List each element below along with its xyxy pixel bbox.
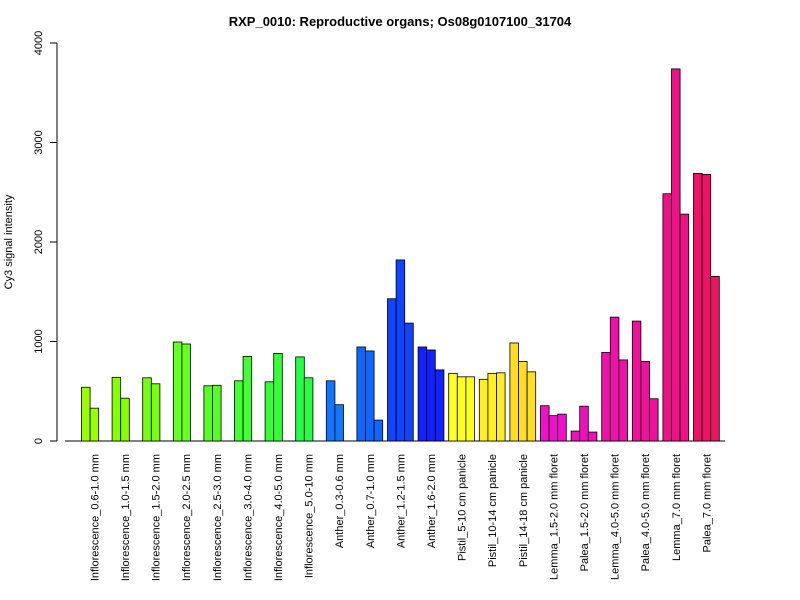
x-category-label: Pistil_5-10 cm panicle [457,454,469,561]
x-category-label: Palea_7.0 mm floret [701,454,713,552]
x-category-label: Inflorescence_4.0-5.0 mm [273,454,285,581]
bar [120,397,130,442]
bar [273,353,283,442]
y-tick-label: 0 [33,438,45,444]
x-category-label: Anther_0.3-0.6 mm [334,454,346,548]
x-category-label: Inflorescence_0.6-1.0 mm [89,454,101,581]
bar [356,346,366,442]
bar [365,350,375,442]
x-category-label: Lemma_7.0 mm floret [671,454,683,561]
x-category-label: Anther_0.7-1.0 mm [365,454,377,548]
y-tick-label: 1000 [33,329,45,353]
bar [601,352,611,442]
bar [518,360,528,442]
bar [540,405,550,442]
x-category-label: Inflorescence_1.0-1.5 mm [120,454,132,581]
x-category-label: Inflorescence_2.0-2.5 mm [181,454,193,581]
bar [631,320,642,442]
bar [509,342,519,442]
bar [203,385,213,442]
x-category-label: Palea_4.0-5.0 mm floret [640,454,652,571]
bar [570,430,581,442]
x-category-label: Inflorescence_3.0-4.0 mm [242,454,254,581]
bar [679,213,690,442]
bar [89,407,100,442]
y-tick-label: 3000 [33,130,45,154]
bar [111,376,122,442]
bar [242,356,253,442]
x-category-label: Anther_1.6-2.0 mm [426,454,438,548]
bar [579,405,589,442]
x-category-label: Anther_1.2-1.5 mm [395,454,407,548]
bar [373,419,384,442]
bar [587,431,598,442]
bar [150,383,161,442]
bar [526,371,537,442]
bar [649,398,659,442]
bar [387,298,397,442]
bar [295,356,305,442]
y-axis: 0 1000 2000 3000 4000 [33,31,58,444]
bar [303,377,314,442]
bar [181,343,191,442]
bar [264,381,275,442]
bar [395,259,406,442]
bar [710,275,720,442]
bar [618,359,628,442]
bar [448,372,458,442]
category-labels: Inflorescence_0.6-1.0 mm Inflorescence_1.… [89,454,713,581]
y-axis-label: Cy3 signal intensity [3,194,15,289]
y-tick-label: 2000 [33,230,45,254]
bar [671,68,681,442]
x-category-label: Inflorescence_1.5-2.0 mm [151,454,163,581]
x-category-label: Inflorescence_5.0-10 mm [304,454,316,578]
bar [426,349,436,442]
x-category-label: Pistil_14-18 cm panicle [518,454,530,567]
x-category-label: Pistil_10-14 cm panicle [487,454,499,567]
x-category-label: Lemma_4.0-5.0 mm floret [610,454,622,580]
bar [662,193,672,442]
bar [548,415,559,442]
bar [81,386,91,442]
x-category-label: Palea_1.5-2.0 mm floret [579,454,591,571]
bar [487,372,497,442]
x-category-label: Inflorescence_2.5-3.0 mm [212,454,224,581]
x-category-label: Lemma_1.5-2.0 mm floret [548,454,560,580]
bar [325,380,336,442]
y-tick-label: 4000 [33,31,45,55]
bar [172,341,183,442]
bar [456,376,467,442]
chart-title: RXP_0010: Reproductive organs; Os08g0107… [229,14,572,29]
bar [693,172,703,442]
bar [557,413,567,442]
bar [609,316,620,442]
bar [434,369,445,442]
bar [478,378,489,442]
bar [496,372,506,442]
bars [81,68,720,442]
bar [234,380,244,442]
bar [640,360,650,442]
bar [142,377,152,442]
bar [465,376,475,442]
bar [404,322,414,442]
bar [212,384,222,442]
bar [701,173,712,442]
bar [417,346,428,442]
bar [334,404,344,442]
